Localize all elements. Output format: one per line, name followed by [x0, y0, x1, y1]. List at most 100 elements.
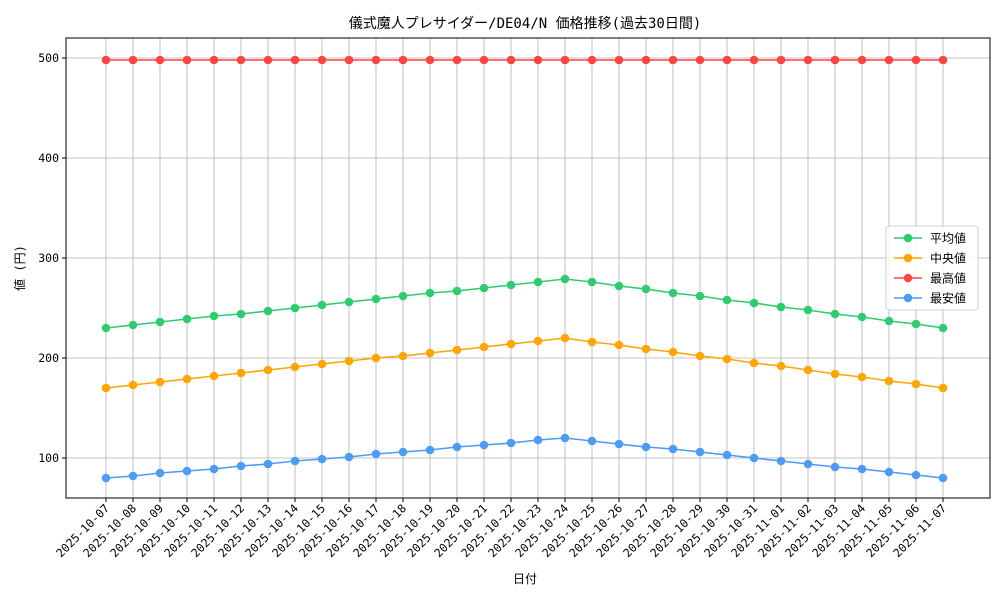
- series-line: [105, 337, 944, 389]
- y-axis-ticks: 100 200 300 400 500: [38, 51, 66, 465]
- data-point: [722, 55, 732, 65]
- y-tick-label: 200: [38, 351, 59, 365]
- data-point: [182, 314, 192, 324]
- data-point: [263, 365, 273, 375]
- data-point: [290, 303, 300, 313]
- data-point: [884, 316, 894, 326]
- data-point: [425, 288, 435, 298]
- data-point: [938, 55, 948, 65]
- data-point: [776, 456, 786, 466]
- data-point: [371, 55, 381, 65]
- data-point: [641, 344, 651, 354]
- plot-frame: [65, 37, 991, 499]
- data-point: [128, 55, 138, 65]
- data-point: [317, 300, 327, 310]
- data-point: [236, 368, 246, 378]
- data-point: [101, 383, 111, 393]
- data-point: [722, 354, 732, 364]
- data-point: [101, 323, 111, 333]
- data-point: [911, 55, 921, 65]
- data-point: [263, 306, 273, 316]
- data-point: [776, 302, 786, 312]
- data-point: [425, 348, 435, 358]
- data-point: [857, 55, 867, 65]
- data-point: [803, 55, 813, 65]
- data-point: [884, 55, 894, 65]
- data-point: [398, 55, 408, 65]
- y-axis-label: 値 (円): [12, 245, 27, 291]
- legend-marker: [903, 273, 913, 283]
- data-point: [749, 55, 759, 65]
- data-point: [695, 447, 705, 457]
- data-point: [857, 312, 867, 322]
- y-tick-label: 300: [38, 251, 59, 265]
- data-point: [425, 55, 435, 65]
- data-point: [101, 55, 111, 65]
- data-point: [857, 372, 867, 382]
- y-tick-label: 500: [38, 51, 59, 65]
- data-point: [398, 351, 408, 361]
- data-point: [776, 55, 786, 65]
- data-point: [317, 454, 327, 464]
- data-point: [911, 379, 921, 389]
- data-point: [209, 311, 219, 321]
- data-point: [317, 55, 327, 65]
- data-point: [560, 333, 570, 343]
- data-point: [884, 376, 894, 386]
- data-point: [722, 295, 732, 305]
- data-point: [128, 380, 138, 390]
- data-point: [533, 435, 543, 445]
- data-point: [749, 453, 759, 463]
- legend-label: 平均値: [930, 231, 966, 246]
- data-point: [290, 55, 300, 65]
- data-point: [236, 461, 246, 471]
- series-line: [105, 437, 944, 479]
- data-point: [749, 358, 759, 368]
- data-point: [884, 467, 894, 477]
- data-point: [506, 438, 516, 448]
- data-point: [155, 55, 165, 65]
- data-point: [938, 383, 948, 393]
- data-point: [398, 291, 408, 301]
- data-point: [722, 450, 732, 460]
- data-point: [911, 470, 921, 480]
- data-point: [830, 309, 840, 319]
- series-最安値: [101, 433, 948, 483]
- data-point: [614, 55, 624, 65]
- data-point: [209, 55, 219, 65]
- data-point: [317, 359, 327, 369]
- legend-marker: [903, 233, 913, 243]
- data-point: [938, 323, 948, 333]
- data-point: [290, 362, 300, 372]
- data-point: [533, 336, 543, 346]
- data-point: [830, 55, 840, 65]
- data-point: [344, 55, 354, 65]
- data-point: [479, 440, 489, 450]
- legend-box: [885, 225, 979, 311]
- data-point: [614, 281, 624, 291]
- legend-label: 最高値: [930, 271, 966, 286]
- data-point: [668, 55, 678, 65]
- legend-marker: [903, 253, 913, 263]
- data-point: [344, 297, 354, 307]
- data-point: [587, 337, 597, 347]
- data-point: [506, 280, 516, 290]
- data-point: [668, 444, 678, 454]
- series-平均値: [101, 274, 948, 333]
- data-point: [371, 449, 381, 459]
- grid-lines: [66, 38, 990, 498]
- series-layer: [101, 55, 948, 483]
- data-point: [560, 433, 570, 443]
- data-point: [263, 55, 273, 65]
- y-tick-label: 100: [38, 451, 59, 465]
- series-line: [105, 278, 944, 329]
- data-point: [587, 436, 597, 446]
- data-point: [695, 291, 705, 301]
- data-point: [182, 466, 192, 476]
- data-point: [371, 353, 381, 363]
- data-point: [101, 473, 111, 483]
- data-point: [398, 447, 408, 457]
- data-point: [263, 459, 273, 469]
- chart-title: 儀式魔人プレサイダー/DE04/N 価格推移(過去30日間): [349, 16, 702, 32]
